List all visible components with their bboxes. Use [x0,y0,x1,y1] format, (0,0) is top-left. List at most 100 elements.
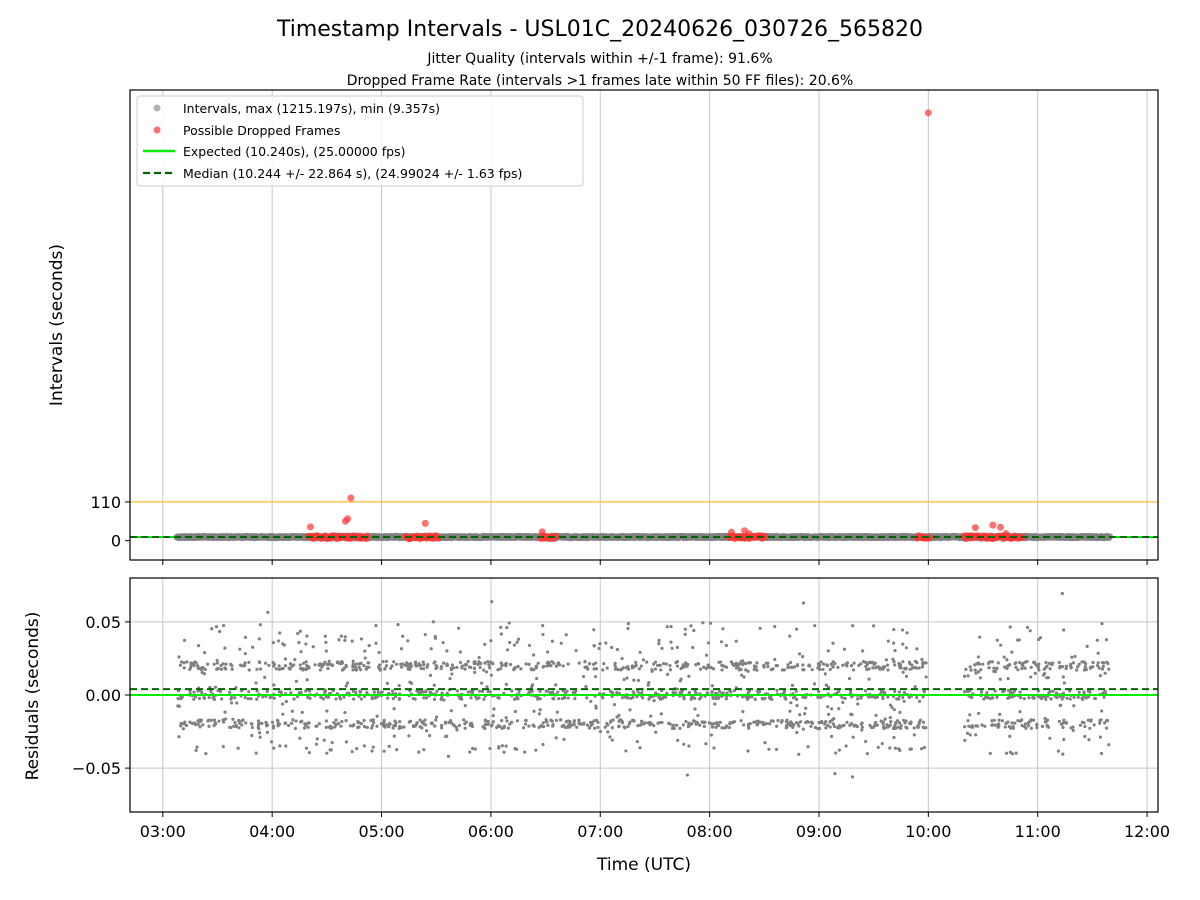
residual-point [1035,726,1039,730]
residual-point [257,637,261,641]
residual-point [1044,660,1048,665]
residual-point [893,663,897,667]
residual-point [1048,667,1052,671]
residual-point [219,667,224,671]
residual-point [358,690,362,694]
top-y-axis-label: Intervals (seconds) [47,244,67,406]
residual-point [374,624,378,628]
residual-point [1049,697,1053,701]
residual-point [788,709,792,713]
residual-point [490,600,494,604]
residual-point [1102,721,1107,725]
residual-point [1013,721,1017,725]
residual-point [421,722,426,726]
residual-point [307,721,311,725]
residual-point [1096,651,1100,655]
residual-point [741,710,745,714]
residual-point [370,726,374,730]
residual-point [1061,725,1065,729]
residual-point [1032,696,1036,700]
residual-point [276,639,281,643]
residual-point [330,726,334,730]
residual-point [272,696,276,700]
residual-point [222,623,226,628]
residual-point [585,696,589,700]
residual-point [818,663,822,667]
residual-point [1069,665,1073,669]
residual-point [689,624,693,628]
residual-point [841,663,845,667]
residual-point [1100,660,1105,665]
residual-point [555,710,559,714]
residual-point [228,690,232,694]
chart-title: Timestamp Intervals - USL01C_20240626_03… [276,17,923,42]
residual-point [1042,667,1046,671]
residual-point [983,724,987,728]
residual-point [823,672,827,676]
residual-point [594,661,598,665]
residual-point [535,676,539,681]
residual-point [351,659,355,663]
residual-point [362,718,366,723]
residual-point [499,625,503,629]
residual-point [727,725,732,730]
residual-point [850,775,855,779]
residual-point [1095,638,1099,642]
residual-point [606,730,610,734]
residual-point [414,722,418,727]
residual-point [230,667,234,671]
residual-point [532,668,536,672]
residual-point [1011,724,1015,729]
residual-point [337,638,341,642]
residual-point [1100,622,1104,626]
residual-point [864,739,868,744]
residual-point [922,726,926,730]
residual-point [1006,677,1010,681]
residual-point [254,751,258,755]
residual-point [423,633,427,637]
residual-point [179,721,184,725]
residual-point [801,663,805,667]
residual-point [516,664,520,669]
residual-point [1103,689,1107,694]
residual-point [719,640,724,644]
residual-point [1014,661,1018,665]
residual-point [379,667,383,672]
residual-point [386,696,390,700]
residual-point [430,721,434,725]
residual-point [577,722,581,726]
residual-point [819,695,823,700]
residual-point [441,640,445,645]
residual-point [482,697,486,701]
residual-point [902,718,906,722]
residual-point [841,700,845,704]
residual-point [297,640,301,645]
residual-point [480,689,485,694]
residual-point [365,725,369,730]
residual-point [746,724,751,728]
residual-point [873,720,878,725]
residual-point [468,750,472,754]
residual-point [217,719,221,723]
residual-point [969,668,973,672]
residual-point [575,725,579,729]
residual-point [562,737,566,742]
residual-point [558,718,563,722]
residual-point [1068,697,1072,701]
residual-point [343,635,347,639]
residual-point [469,696,473,700]
residual-point [450,663,454,667]
residual-point [775,688,779,693]
residual-point [698,697,702,701]
residual-point [521,726,526,730]
residual-point [773,625,777,629]
residual-point [851,624,855,628]
residual-point [1098,735,1103,739]
residual-point [763,741,767,745]
residual-point [448,676,452,681]
residual-point [806,720,811,724]
residual-point [428,690,432,694]
residual-point [536,697,540,701]
residual-point [313,663,317,667]
residual-point [1018,690,1022,694]
